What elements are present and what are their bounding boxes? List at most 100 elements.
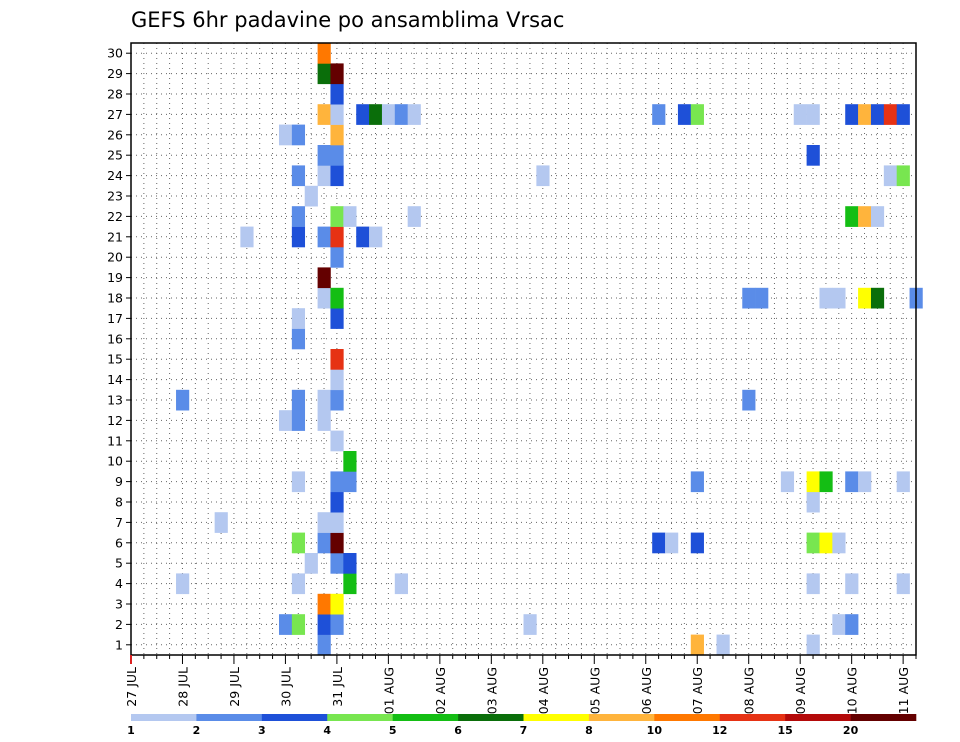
y-tick-label: 3 xyxy=(115,597,123,612)
precip-cell xyxy=(291,124,306,146)
legend-label: 1 xyxy=(127,724,135,737)
precip-cell xyxy=(652,104,666,125)
precip-cell xyxy=(330,349,344,370)
x-tick-label: 03 AUG xyxy=(484,667,499,714)
y-tick-label: 11 xyxy=(107,433,123,448)
precip-cell xyxy=(883,165,897,187)
precip-cell xyxy=(317,634,331,656)
legend-swatch xyxy=(850,714,917,721)
precip-cell xyxy=(330,553,344,574)
precip-cell xyxy=(845,206,859,227)
precip-cell xyxy=(304,553,318,574)
y-tick-label: 21 xyxy=(107,229,123,244)
precip-cell xyxy=(317,165,331,187)
precip-cell xyxy=(793,104,807,125)
precip-cell xyxy=(343,206,357,227)
legend-swatch xyxy=(327,714,393,721)
precip-cell xyxy=(317,389,331,411)
x-tick-label-group: 27 JUL xyxy=(124,667,139,707)
precip-cell xyxy=(330,308,344,329)
precip-cell xyxy=(896,471,910,493)
precip-cell xyxy=(330,471,344,493)
precip-cell xyxy=(690,634,704,656)
precip-cell xyxy=(858,206,872,227)
y-tick-label: 29 xyxy=(107,66,123,81)
precip-cell xyxy=(369,226,383,248)
precip-cell xyxy=(896,573,910,595)
precip-cell xyxy=(330,226,344,248)
precip-cell xyxy=(806,145,820,166)
precip-cell xyxy=(330,430,344,452)
x-tick-label: 30 JUL xyxy=(278,667,293,707)
precip-cell xyxy=(356,226,370,248)
x-axis: 27 JUL 28 JUL 29 JUL 30 JUL 31 JUL 01 AUG 02 A… xyxy=(124,655,917,714)
precip-cell xyxy=(716,634,730,656)
legend-label: 2 xyxy=(193,724,201,737)
precip-cell xyxy=(330,206,344,227)
legend-swatch xyxy=(131,714,197,721)
y-tick-label: 8 xyxy=(115,495,123,510)
color-legend: 1 2 3 4 5 6 7 8 10 12 15 20 xyxy=(127,714,917,737)
precip-cell xyxy=(832,532,846,554)
x-tick-label: 05 AUG xyxy=(587,667,602,714)
x-tick-label-group: 10 AUG xyxy=(845,667,860,714)
legend-label: 8 xyxy=(585,724,593,737)
y-tick-label: 23 xyxy=(107,189,123,204)
legend-swatch xyxy=(196,714,263,721)
precip-cell xyxy=(845,471,859,493)
precip-cell xyxy=(278,614,293,635)
precip-cell xyxy=(291,328,306,350)
precip-cell xyxy=(665,532,679,554)
x-tick-label: 10 AUG xyxy=(845,667,860,714)
legend-swatch xyxy=(261,714,328,721)
precip-cell xyxy=(343,573,357,595)
precip-cell xyxy=(536,165,550,187)
precip-cell xyxy=(742,389,756,411)
legend-swatch xyxy=(785,714,851,721)
legend-swatch xyxy=(392,714,459,721)
y-tick-label: 30 xyxy=(107,46,123,61)
precip-cell xyxy=(845,614,859,635)
precip-cell xyxy=(317,63,331,85)
precip-cell xyxy=(291,226,306,248)
legend-swatch xyxy=(654,714,721,721)
precip-cell xyxy=(806,491,820,513)
precip-cell xyxy=(858,287,872,309)
precip-cell xyxy=(806,634,820,656)
precip-cell xyxy=(330,614,344,635)
x-tick-label-group: 08 AUG xyxy=(742,667,757,714)
y-tick-label: 25 xyxy=(107,148,123,163)
y-tick-label: 2 xyxy=(115,617,123,632)
legend-label: 6 xyxy=(454,724,462,737)
precip-cell xyxy=(278,124,293,146)
precip-cell xyxy=(317,287,331,309)
y-tick-label: 27 xyxy=(107,107,123,122)
precip-cell xyxy=(652,532,666,554)
x-tick-label-group: 11 AUG xyxy=(896,667,911,714)
y-tick-label: 5 xyxy=(115,556,123,571)
precip-cell xyxy=(330,124,344,146)
precip-cell xyxy=(819,287,833,309)
legend-swatch xyxy=(719,714,786,721)
y-tick-label: 7 xyxy=(115,515,123,530)
precip-cell xyxy=(806,471,820,493)
y-tick-label: 26 xyxy=(107,127,123,142)
x-tick-label: 07 AUG xyxy=(690,667,705,714)
plot-frame xyxy=(130,42,917,656)
x-tick-label-group: 09 AUG xyxy=(793,667,808,714)
precip-cell xyxy=(291,165,306,187)
y-tick-label: 20 xyxy=(107,250,123,265)
x-tick-label-group: 28 JUL xyxy=(175,667,190,707)
precip-cell xyxy=(755,287,769,309)
precip-cell xyxy=(317,226,331,248)
precip-cell xyxy=(870,104,885,125)
grid xyxy=(131,43,916,655)
x-tick-label-group: 02 AUG xyxy=(433,667,448,714)
x-tick-label: 29 JUL xyxy=(227,667,242,707)
y-tick-label: 17 xyxy=(107,311,123,326)
legend-label: 12 xyxy=(712,724,727,737)
precip-cell xyxy=(176,389,190,411)
y-tick-label: 22 xyxy=(107,209,123,224)
legend-label: 10 xyxy=(647,724,663,737)
